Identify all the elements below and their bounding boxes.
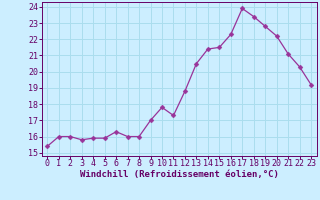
X-axis label: Windchill (Refroidissement éolien,°C): Windchill (Refroidissement éolien,°C)	[80, 170, 279, 179]
